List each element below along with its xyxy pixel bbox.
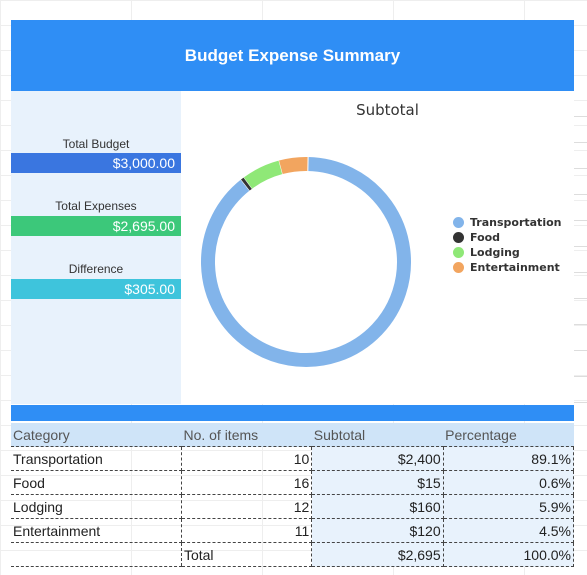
cell-category[interactable]: Entertainment [11,518,182,543]
total-budget-value[interactable]: $3,000.00 [11,153,181,173]
subtotal-chart[interactable]: Subtotal Transportation Food Lodging Entert… [181,91,574,404]
cell-items[interactable]: 10 [181,446,313,471]
cell-items[interactable]: 12 [181,494,313,519]
summary-title-bar: Budget Expense Summary [11,20,574,91]
legend-swatch [453,232,464,243]
legend-swatch [453,217,464,228]
cell-category[interactable]: Transportation [11,446,182,471]
legend-item-entertainment[interactable]: Entertainment [453,260,561,275]
cell-category[interactable]: Lodging [11,494,182,519]
legend-item-transportation[interactable]: Transportation [453,215,561,230]
section-divider-bar [11,405,574,421]
cell-percentage[interactable]: 4.5% [443,518,575,543]
cell-items[interactable]: 11 [181,518,313,543]
total-percentage[interactable]: 100.0% [443,542,575,567]
cell-subtotal[interactable]: $2,400 [311,446,444,471]
chart-legend: Transportation Food Lodging Entertainment [453,215,561,275]
difference-value[interactable]: $305.00 [11,279,181,299]
sheet-edge-cells [574,91,587,404]
donut-slice-entertainment[interactable] [279,157,309,175]
cell-percentage[interactable]: 89.1% [443,446,575,471]
cell-subtotal[interactable]: $120 [311,518,444,543]
donut-slice-lodging[interactable] [243,160,283,189]
legend-swatch [453,247,464,258]
header-category[interactable]: Category [11,423,182,447]
donut-slice-food[interactable] [240,177,253,191]
table-total-row: Total $2,695 100.0% [11,542,575,567]
cell-percentage[interactable]: 5.9% [443,494,575,519]
table-row: Entertainment 11 $120 4.5% [11,518,575,543]
table-header-row: Category No. of items Subtotal Percentag… [11,423,574,447]
donut-slice-transportation[interactable] [201,157,411,367]
total-budget-label: Total Budget [62,137,130,151]
legend-label: Transportation [470,216,562,229]
difference-label: Difference [68,262,124,276]
expense-table: Category No. of items Subtotal Percentag… [11,423,575,567]
table-row: Food 16 $15 0.6% [11,470,575,495]
cell-items[interactable]: 16 [181,470,313,495]
cell-empty[interactable] [11,542,182,567]
header-subtotal[interactable]: Subtotal [311,423,444,447]
legend-label: Lodging [470,246,520,259]
total-expenses-label: Total Expenses [55,199,137,213]
header-items[interactable]: No. of items [181,423,312,447]
table-row: Lodging 12 $160 5.9% [11,494,575,519]
legend-label: Entertainment [470,261,560,274]
cell-category[interactable]: Food [11,470,182,495]
cell-subtotal[interactable]: $15 [311,470,444,495]
summary-panel: Total Budget $3,000.00 Total Expenses $2… [11,91,181,404]
cell-subtotal[interactable]: $160 [311,494,444,519]
table-row: Transportation 10 $2,400 89.1% [11,446,575,471]
donut-chart-svg [201,157,411,367]
legend-swatch [453,262,464,273]
legend-label: Food [470,231,501,244]
header-percentage[interactable]: Percentage [443,423,574,447]
legend-item-food[interactable]: Food [453,230,561,245]
total-label[interactable]: Total [180,542,313,567]
summary-title: Budget Expense Summary [184,45,401,65]
legend-item-lodging[interactable]: Lodging [453,245,561,260]
cell-percentage[interactable]: 0.6% [443,470,575,495]
chart-title: Subtotal [356,101,419,119]
total-subtotal[interactable]: $2,695 [311,542,444,567]
total-expenses-value[interactable]: $2,695.00 [11,216,181,236]
